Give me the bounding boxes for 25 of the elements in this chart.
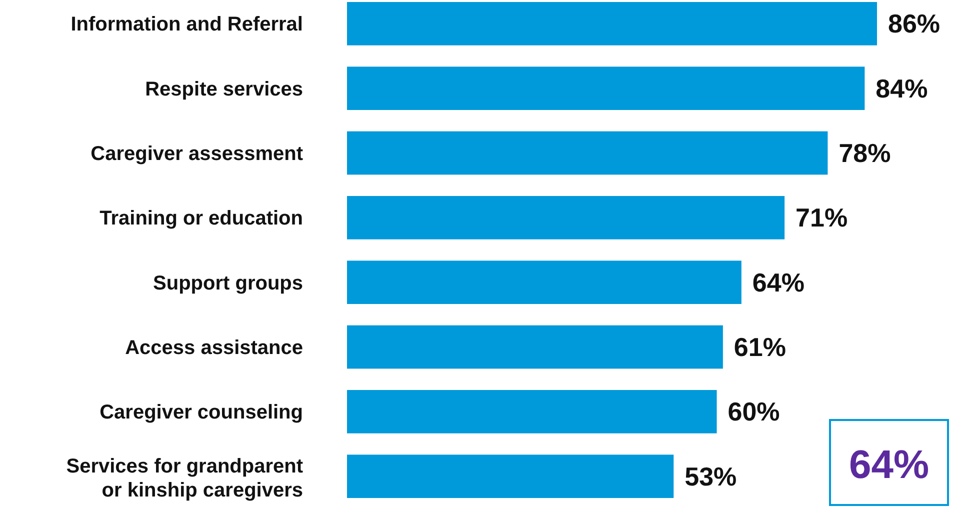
y-tick-label: Caregiver assessment (90, 143, 304, 165)
y-tick-label: Services for grandparent or kinship caregivers (66, 455, 304, 502)
data-label: 78% (838, 138, 891, 168)
y-tick-label: Caregiver counseling (100, 402, 303, 424)
data-label: 71% (796, 202, 848, 233)
y-tick-label: Training or education (100, 208, 303, 230)
data-label: 61% (734, 332, 786, 362)
y-tick-label: Information and Referral (70, 14, 303, 36)
bar (347, 2, 877, 46)
bar (347, 260, 742, 304)
bar (347, 390, 717, 434)
y-tick-label: Respite services (145, 78, 303, 100)
y-tick-label: Access assistance (125, 337, 303, 359)
bar (347, 325, 723, 369)
data-label: 64% (752, 267, 804, 298)
bar (347, 196, 785, 240)
data-label: 60% (728, 396, 780, 427)
data-label: 84% (876, 73, 928, 104)
bar (347, 131, 828, 175)
annotation: 64% (848, 443, 930, 487)
bar (347, 454, 674, 498)
bar (347, 66, 865, 110)
data-label: 86% (888, 8, 940, 39)
data-label: 53% (684, 461, 737, 492)
y-tick-label: Support groups (153, 272, 303, 294)
